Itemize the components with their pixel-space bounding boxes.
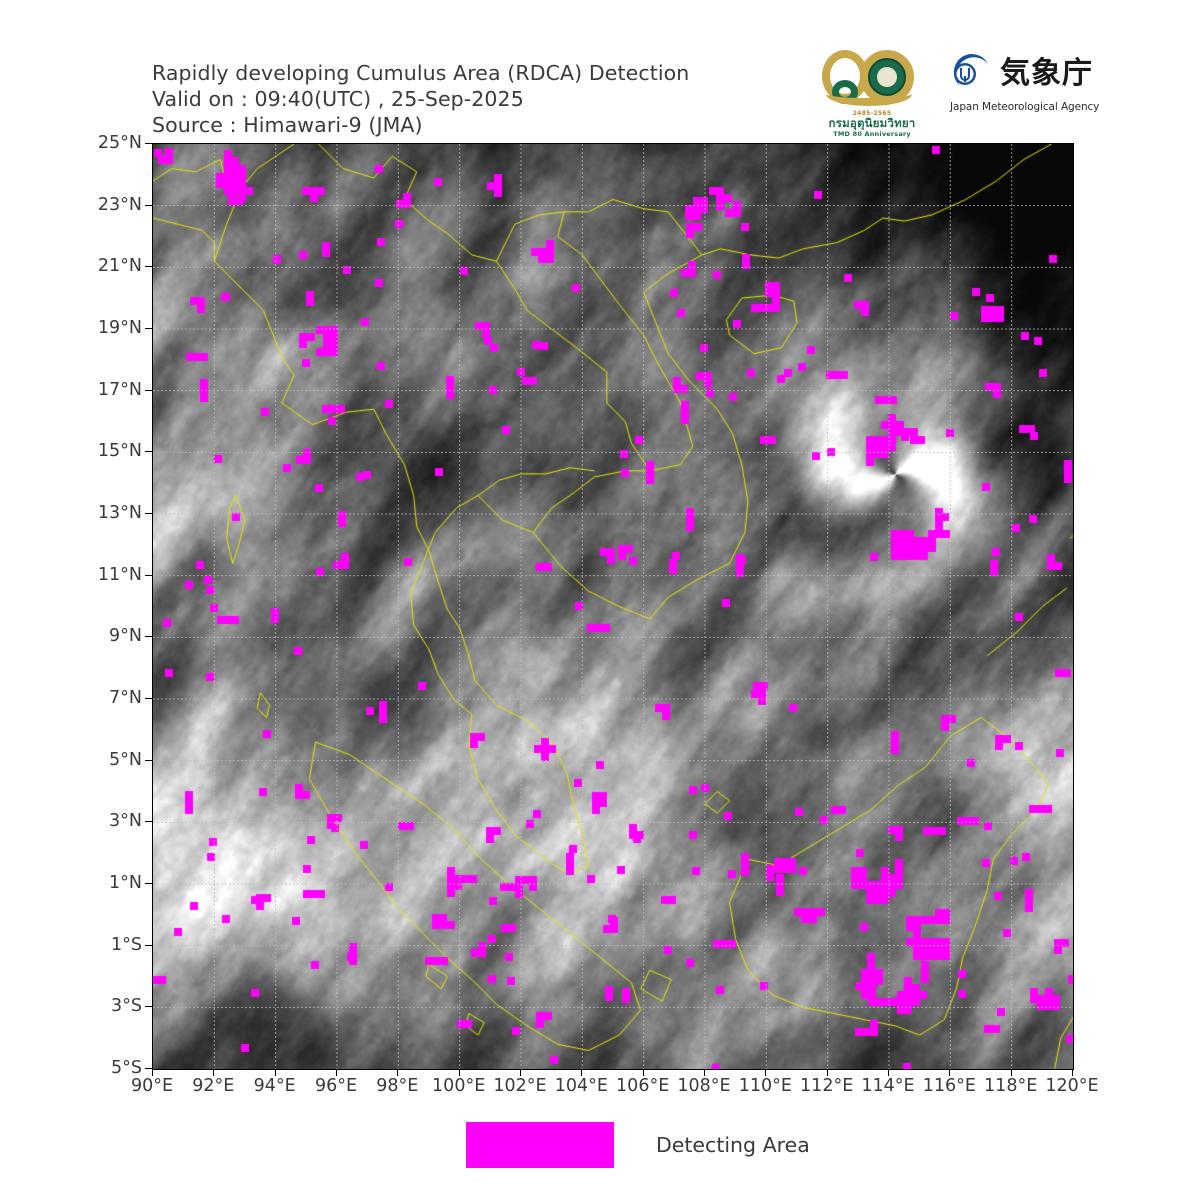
y-axis-tick-mark	[145, 266, 152, 268]
x-axis-tick-mark	[397, 1069, 399, 1076]
x-axis-tick-label: 100°E	[432, 1076, 486, 1096]
y-axis-tick-mark	[145, 389, 152, 391]
tmd-logo: 2485-2565 กรมอุตุนิยมวิทยา TMD 80 Annive…	[816, 48, 928, 140]
x-axis-tick-mark	[888, 1069, 889, 1076]
x-axis-tick-label: 120°E	[1045, 1076, 1099, 1096]
y-axis-tick-label: 25°N	[97, 133, 142, 153]
x-axis-labels: 90°E 92°E 94°E 96°E 98°E 100°E 102°E 104°E 106°E…	[0, 1076, 1200, 1106]
x-axis-tick-mark	[1010, 1069, 1012, 1076]
y-axis-tick-label: 3°S	[111, 996, 142, 1017]
tmd-anniversary-label: TMD 80 Anniversary	[833, 130, 911, 138]
y-axis-tick-mark	[145, 513, 152, 514]
x-axis-tick-mark	[152, 1069, 153, 1076]
x-axis-tick-label: 102°E	[493, 1076, 547, 1096]
y-axis-tick-label: 9°N	[109, 626, 142, 647]
valid-time-line: Valid on : 09:40(UTC) , 25-Sep-2025	[152, 87, 524, 111]
y-axis-tick-label: 23°N	[97, 194, 142, 215]
page-title: Rapidly developing Cumulus Area (RDCA) D…	[152, 61, 690, 85]
y-axis-tick-mark	[145, 574, 152, 576]
satellite-map-plot	[152, 143, 1074, 1070]
x-axis-tick-label: 96°E	[314, 1076, 358, 1096]
jma-logo-row: 気象庁	[950, 48, 1102, 100]
y-axis-tick-label: 17°N	[97, 379, 142, 400]
logo-group: 2485-2565 กรมอุตุนิยมวิทยา TMD 80 Annive…	[816, 48, 1102, 140]
x-axis-tick-mark	[336, 1069, 337, 1076]
x-axis-tick-label: 92°E	[192, 1076, 235, 1096]
jma-emblem-icon	[950, 52, 994, 96]
y-axis-labels: 25°N 23°N 21°N 19°N 17°N 15°N 13°N 11°N 9°N 7°N 5°…	[40, 133, 142, 1078]
y-axis-tick-mark	[145, 143, 152, 144]
y-axis-tick-mark	[145, 636, 152, 638]
y-axis-tick-mark	[145, 328, 152, 329]
x-axis-tick-mark	[458, 1069, 460, 1076]
x-axis-tick-mark	[704, 1069, 705, 1076]
tmd-years-label: 2485-2565	[852, 110, 892, 117]
legend-label-detecting-area: Detecting Area	[656, 1133, 810, 1157]
y-axis-tick-mark	[145, 944, 152, 946]
y-axis-tick-mark	[145, 1006, 152, 1008]
x-axis-tick-mark	[520, 1069, 521, 1076]
tmd-thai-name: กรมอุตุนิยมวิทยา	[828, 116, 916, 130]
x-axis-tick-label: 98°E	[376, 1076, 419, 1096]
y-axis-tick-label: 15°N	[97, 441, 142, 462]
y-axis-tick-mark	[145, 759, 152, 761]
x-axis-tick-label: 94°E	[253, 1076, 296, 1096]
x-axis-tick-mark	[826, 1069, 828, 1076]
x-axis-tick-mark	[765, 1069, 767, 1076]
x-axis-tick-mark	[213, 1069, 215, 1076]
y-axis-tick-label: 3°N	[109, 811, 142, 832]
y-axis-tick-label: 11°N	[97, 564, 142, 585]
x-axis-tick-mark	[949, 1069, 951, 1076]
x-axis-tick-mark	[274, 1069, 276, 1076]
jma-kanji-title: 気象庁	[1000, 56, 1093, 91]
y-axis-tick-label: 13°N	[97, 503, 142, 523]
x-axis-tick-label: 118°E	[984, 1076, 1038, 1096]
y-axis-tick-label: 19°N	[97, 318, 142, 338]
x-axis-tick-label: 90°E	[130, 1076, 174, 1096]
y-axis-tick-mark	[145, 883, 152, 884]
tmd-swoosh-icon	[826, 82, 912, 106]
x-axis-tick-mark	[642, 1069, 644, 1076]
y-axis-tick-label: 5°N	[109, 749, 142, 770]
tmd-80-emblem-icon	[816, 48, 928, 110]
legend: Detecting Area	[466, 1122, 810, 1168]
x-axis-tick-label: 106°E	[616, 1076, 670, 1096]
y-axis-tick-mark	[145, 204, 152, 206]
x-axis-tick-mark	[581, 1069, 583, 1076]
x-axis-tick-label: 110°E	[738, 1076, 792, 1096]
y-axis-tick-mark	[145, 451, 152, 453]
y-axis-tick-mark	[145, 821, 152, 823]
y-axis-tick-label: 1°S	[111, 934, 142, 955]
y-axis-tick-label: 7°N	[109, 688, 142, 708]
x-axis-tick-label: 116°E	[922, 1076, 976, 1096]
satellite-imagery-canvas	[153, 144, 1073, 1069]
page-title-block: Rapidly developing Cumulus Area (RDCA) D…	[152, 60, 792, 138]
y-axis-tick-label: 5°S	[111, 1058, 142, 1078]
y-axis-tick-mark	[145, 698, 152, 699]
legend-swatch-detecting-area	[466, 1122, 614, 1168]
y-axis-tick-label: 21°N	[97, 256, 142, 277]
jma-logo: 気象庁 Japan Meteorological Agency	[950, 48, 1102, 126]
source-line: Source : Himawari-9 (JMA)	[152, 113, 423, 137]
y-axis-tick-mark	[145, 1068, 152, 1069]
x-axis-tick-label: 108°E	[677, 1076, 731, 1096]
x-axis-tick-label: 112°E	[800, 1076, 854, 1096]
x-axis-tick-label: 104°E	[554, 1076, 608, 1096]
jma-subtitle: Japan Meteorological Agency	[950, 101, 1100, 113]
x-axis-tick-label: 114°E	[861, 1076, 915, 1096]
y-axis-tick-label: 1°N	[109, 873, 142, 893]
x-axis-tick-mark	[1072, 1069, 1073, 1076]
